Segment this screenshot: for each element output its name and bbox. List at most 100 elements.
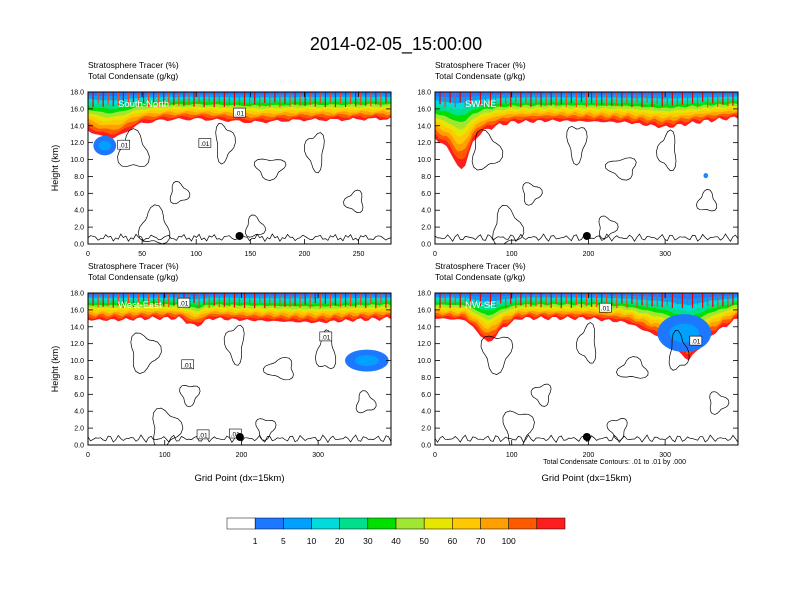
contour-label-box xyxy=(233,107,246,118)
condensate-contour xyxy=(709,391,730,415)
panel-name-label: NW-SE xyxy=(465,300,497,311)
colorbar-swatch xyxy=(367,517,397,530)
contour-label: .01 xyxy=(601,306,610,313)
colorbar: 1 5 10 20 30 40 50 60 70 100 xyxy=(226,517,566,546)
condensate-contour xyxy=(137,204,171,244)
panel-condensate-label: Total Condensate (g/kg) xyxy=(88,272,178,282)
location-marker xyxy=(235,231,244,240)
plot-area xyxy=(435,92,738,244)
condensate-contour xyxy=(502,410,535,445)
colorbar-label: 20 xyxy=(335,536,345,546)
x-tick-label: 200 xyxy=(236,452,248,459)
contour-label-box xyxy=(177,297,191,308)
colorbar-swatch xyxy=(311,517,340,530)
colorbar-swatch xyxy=(254,517,284,530)
x-tick-label: 0 xyxy=(433,452,437,459)
condensate-contour xyxy=(566,126,588,166)
y-tick-label: 18.0 xyxy=(417,291,431,298)
y-axis-label: Height (km) xyxy=(50,346,60,393)
panel-tracer-label: Stratosphere Tracer (%) xyxy=(88,261,179,271)
condensate-contour xyxy=(152,407,184,445)
y-tick-label: 8.0 xyxy=(421,375,431,382)
colorbar-label: 70 xyxy=(476,536,486,546)
y-tick-label: 16.0 xyxy=(417,307,431,314)
plot-frame xyxy=(434,292,739,446)
condensate-contour xyxy=(355,390,377,414)
x-tick-label: 100 xyxy=(506,251,518,258)
y-tick-label: 8.0 xyxy=(74,174,84,181)
contour-label-box xyxy=(198,138,212,148)
chart-title: 2014-02-05_15:00:00 xyxy=(310,34,482,55)
condensate-contour xyxy=(598,215,619,240)
condensate-contour xyxy=(255,418,277,441)
y-tick-label: 2.0 xyxy=(421,426,431,433)
y-tick-label: 14.0 xyxy=(70,324,84,331)
contour-footnote: Total Condensate Contours: .01 to .01 by… xyxy=(543,459,686,466)
y-tick-label: 16.0 xyxy=(70,106,84,113)
condensate-contour xyxy=(471,129,504,171)
condensate-contour xyxy=(656,129,677,171)
location-marker xyxy=(582,231,591,240)
contour-label: .01 xyxy=(183,362,192,369)
panel-condensate-label: Total Condensate (g/kg) xyxy=(88,71,178,81)
y-tick-label: 12.0 xyxy=(70,140,84,147)
condensate-contour xyxy=(606,417,628,441)
contour-label: .01 xyxy=(119,143,128,150)
panel-sw-ne: Stratosphere Tracer (%)Total Condensate … xyxy=(417,60,739,258)
colorbar-swatch xyxy=(536,517,566,530)
x-tick-label: 300 xyxy=(659,452,671,459)
condensate-contour xyxy=(262,356,294,381)
y-tick-label: 2.0 xyxy=(74,426,84,433)
colorbar-label: 60 xyxy=(448,536,458,546)
y-tick-label: 12.0 xyxy=(417,140,431,147)
contour-label-box xyxy=(598,302,612,313)
contour-label: .01 xyxy=(691,339,700,346)
x-axis-label: Grid Point (dx=15km) xyxy=(194,473,284,484)
x-tick-label: 100 xyxy=(159,452,171,459)
y-tick-label: 16.0 xyxy=(417,106,431,113)
condensate-contour xyxy=(480,335,514,375)
x-tick-label: 300 xyxy=(659,251,671,258)
plot-area: .01 .01 .01 .01 .01 xyxy=(88,293,391,445)
condensate-contour xyxy=(169,180,191,205)
colorbar-label: 10 xyxy=(307,536,317,546)
y-tick-label: 6.0 xyxy=(421,191,431,198)
y-tick-label: 4.0 xyxy=(421,409,431,416)
y-tick-label: 4.0 xyxy=(74,208,84,215)
contour-label-box xyxy=(181,359,195,370)
contour-label: .01 xyxy=(200,141,209,148)
y-tick-label: 0.0 xyxy=(421,242,431,249)
y-tick-label: 10.0 xyxy=(417,157,431,164)
panel-west-east: .01 .01 .01 .01 .01 Stratosphere Tracer (%)To… xyxy=(50,261,392,484)
colorbar-swatch xyxy=(395,517,425,530)
condensate-blob-core xyxy=(704,174,708,177)
contour-label-box xyxy=(117,139,131,150)
panel-condensate-label: Total Condensate (g/kg) xyxy=(435,272,525,282)
plot-area: .01 .01 xyxy=(435,293,738,445)
location-marker xyxy=(235,432,244,441)
condensate-contour xyxy=(530,383,552,407)
y-tick-label: 10.0 xyxy=(70,358,84,365)
y-tick-label: 6.0 xyxy=(421,392,431,399)
plot-frame xyxy=(87,91,392,245)
plot-frame xyxy=(87,292,392,446)
colorbar-swatch xyxy=(339,517,369,530)
x-tick-label: 200 xyxy=(583,452,595,459)
panel-name-label: West-East xyxy=(118,300,162,311)
y-tick-label: 8.0 xyxy=(74,375,84,382)
x-tick-label: 150 xyxy=(244,251,256,258)
condensate-contour xyxy=(575,322,597,364)
panel-south-north: .01 .01 .01 Stratosphere Tracer (%)Total Co… xyxy=(50,60,392,258)
condensate-contour xyxy=(668,330,690,371)
condensate-contour xyxy=(435,434,738,443)
y-tick-label: 8.0 xyxy=(421,174,431,181)
colorbar-swatch xyxy=(508,517,538,530)
colorbar-label: 1 xyxy=(253,536,258,546)
condensate-contour xyxy=(604,157,637,181)
condensate-contour xyxy=(522,182,543,206)
contour-label: .01 xyxy=(231,432,240,439)
y-tick-label: 2.0 xyxy=(74,225,84,232)
y-tick-label: 0.0 xyxy=(74,443,84,450)
contour-label-box xyxy=(319,331,333,342)
